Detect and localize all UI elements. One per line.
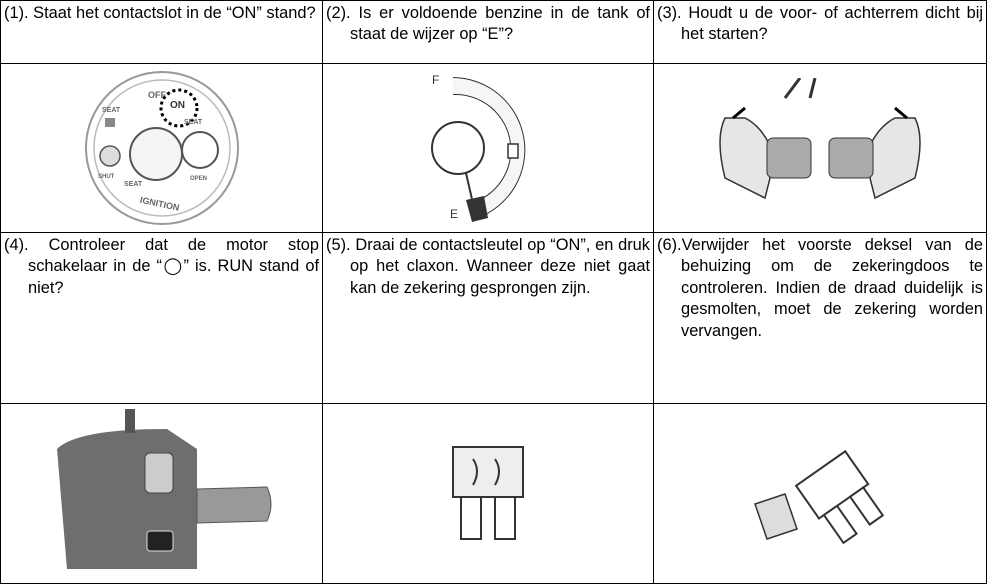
arrow [732, 106, 908, 120]
key-slot [128, 127, 183, 181]
step-text: Verwijder het voorste deksel van de behu… [681, 236, 983, 340]
step-text: Staat het contactslot in de “ON” stand? [33, 4, 316, 22]
step-number: (2). [326, 4, 351, 22]
ignition-label: SEAT [124, 181, 143, 188]
mirror-stem [124, 408, 135, 433]
fuse-wire [472, 457, 500, 485]
switch-image [56, 408, 271, 569]
fuse-body [794, 449, 870, 520]
cell-text: (4). Controleer dat de motor stop schake… [4, 235, 319, 299]
fuse-blade [822, 503, 858, 544]
step-number: (5). [326, 236, 351, 254]
cell [653, 403, 987, 584]
fuse-image [452, 445, 524, 540]
step-text: Is er voldoende benzine in de tank of st… [350, 4, 650, 44]
fuse-blade [848, 485, 885, 526]
fuse-replace-image [754, 449, 885, 544]
brake-hands-image [719, 78, 921, 200]
step-number: (6). [657, 236, 682, 254]
fuse-blade [460, 495, 482, 540]
ignition-label: SEAT [184, 119, 203, 126]
pump-icon [507, 143, 519, 159]
fuel-label: F [432, 73, 439, 87]
cell: (3). Houdt u de voor- of achterrem dicht… [653, 0, 987, 64]
cell: (5). Draai de contactsleutel op “ON”, en… [322, 232, 654, 404]
horn-button [144, 452, 173, 493]
gauge-fill [453, 78, 525, 218]
fuse-blade [494, 495, 516, 540]
cell-text: (2). Is er voldoende benzine in de tank … [326, 3, 650, 46]
inner-ring [92, 79, 231, 217]
fuel-gauge-image: F E [431, 73, 526, 222]
stop-switch [146, 530, 173, 551]
text-row: (1). Staat het contactslot in de “ON” st… [0, 0, 987, 64]
cell: (1). Staat het contactslot in de “ON” st… [0, 0, 323, 64]
image-row: OFF ON SEAT SEAT SHUT SEAT OPEN IGNITION… [0, 63, 987, 233]
fuel-label: E [450, 207, 458, 221]
cell [653, 63, 987, 233]
right-switch [828, 137, 874, 179]
left-switch [766, 137, 812, 179]
ignition-label: OFF [148, 90, 166, 100]
lock-icon [104, 118, 115, 127]
switch-housing [56, 428, 197, 569]
ignition-label: SHUT [98, 174, 115, 180]
cell: (6).Verwijder het voorste deksel van de … [653, 232, 987, 404]
step-text: Draai de contactsleutel op “ON”, en druk… [350, 236, 650, 297]
grip [196, 485, 271, 524]
fuse [794, 449, 885, 544]
cell [322, 403, 654, 584]
cell: (4). Controleer dat de motor stop schake… [0, 232, 323, 404]
right-hand [864, 117, 921, 200]
cell: (2). Is er voldoende benzine in de tank … [322, 0, 654, 64]
cell [0, 403, 323, 584]
fuse-body [452, 445, 524, 498]
needle-tip [466, 196, 488, 222]
cell-text: (5). Draai de contactsleutel op “ON”, en… [326, 235, 650, 299]
step-number: (1). [4, 4, 29, 22]
step-text: Houdt u de voor- of achterrem dicht bij … [681, 4, 983, 44]
seat-button [180, 131, 219, 169]
cell-text: (3). Houdt u de voor- of achterrem dicht… [657, 3, 983, 46]
ignition-label: SEAT [102, 107, 121, 114]
on-highlight [159, 88, 198, 128]
left-hand [719, 117, 776, 200]
fuse-holder [754, 492, 798, 540]
gauge-arc [452, 92, 513, 205]
cell-text: (6).Verwijder het voorste deksel van de … [657, 235, 983, 342]
text-row: (4). Controleer dat de motor stop schake… [0, 232, 987, 404]
cell: F E [322, 63, 654, 233]
image-row [0, 403, 987, 584]
step-number: (4). [4, 236, 29, 254]
ignition-image: OFF ON SEAT SEAT SHUT SEAT OPEN IGNITION [84, 71, 239, 225]
step-number: (3). [657, 4, 682, 22]
ignition-label: OPEN [190, 176, 207, 182]
cell-text: (1). Staat het contactslot in de “ON” st… [4, 3, 319, 24]
cell: OFF ON SEAT SEAT SHUT SEAT OPEN IGNITION [0, 63, 323, 233]
shut-button [98, 145, 121, 167]
ignition-label: ON [170, 100, 185, 111]
gauge-hub [431, 121, 485, 175]
left-bar [783, 78, 817, 99]
step-text: Controleer dat de motor stop schakelaar … [28, 236, 319, 297]
